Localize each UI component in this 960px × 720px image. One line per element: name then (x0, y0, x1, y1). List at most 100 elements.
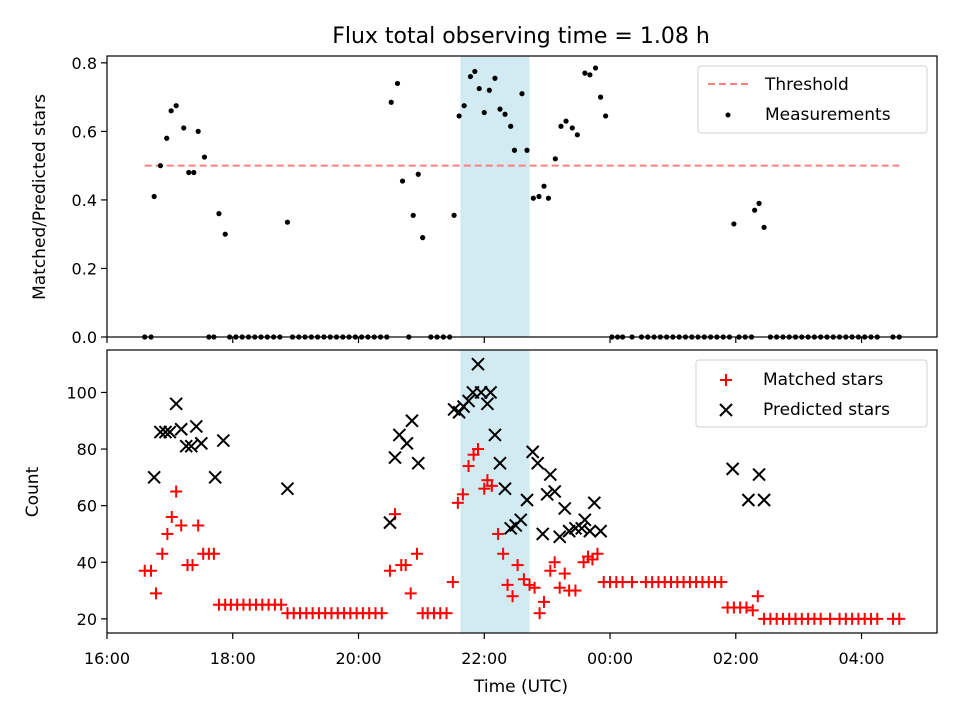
measurement-point-66 (519, 91, 525, 97)
bottom-panel: 20 40 60 80 100 16:00 18:00 20:00 22:00 00:00 02:… (23, 349, 938, 697)
measurement-point-57 (472, 68, 478, 75)
legend-threshold-label: Threshold (764, 75, 849, 95)
predicted-point-18 (411, 456, 425, 470)
legend-matched-swatch (720, 374, 732, 386)
top-ytick-label-3: 0.6 (72, 122, 97, 141)
matched-point-68 (528, 581, 541, 594)
matched-point-79 (586, 553, 599, 566)
matched-point-3 (156, 547, 169, 560)
matched-point-80 (591, 547, 604, 560)
matched-point-70 (538, 595, 551, 608)
matched-point-9 (186, 559, 199, 572)
predicted-point-41 (553, 530, 567, 544)
x-axis-label: Time (UTC) (473, 677, 568, 697)
predicted-point-3 (163, 425, 177, 439)
predicted-point-22 (461, 394, 476, 408)
predicted-point-46 (578, 513, 592, 527)
xtick-label-2: 20:00 (335, 649, 381, 668)
matched-point-60 (485, 479, 498, 492)
predicted-point-5 (174, 422, 188, 436)
predicted-point-13 (383, 515, 397, 530)
measurement-point-4 (164, 135, 170, 141)
measurement-point-3 (157, 163, 164, 169)
predicted-point-27 (483, 385, 498, 400)
bottom-ytick-label-0: 20 (77, 610, 97, 629)
measurement-point-65 (511, 147, 518, 153)
matched-point-46 (410, 547, 423, 560)
measurement-point-76 (574, 132, 580, 138)
measurement-point-106 (756, 200, 762, 206)
predicted-point-53 (757, 493, 771, 507)
predicted-point-33 (514, 513, 528, 527)
measurement-point-74 (563, 118, 569, 124)
measurement-point-43 (394, 80, 401, 87)
measurement-point-55 (461, 103, 467, 109)
legend-predicted-label: Predicted stars (763, 400, 890, 420)
predicted-point-38 (540, 487, 554, 502)
matched-point-1 (145, 564, 158, 577)
xtick-label-0: 16:00 (84, 649, 130, 668)
matched-point-10 (192, 519, 205, 532)
measurement-point-54 (456, 113, 462, 119)
predicted-point-45 (575, 521, 589, 535)
measurement-point-10 (195, 128, 201, 134)
top-panel: 0.00.20.40.60.8 Matched/Predicted stars … (30, 54, 938, 347)
chart-title: Flux total observing time = 1.08 h (332, 24, 710, 49)
measurement-point-2 (151, 193, 157, 200)
top-ytick-label-2: 0.4 (72, 191, 97, 210)
measurement-point-46 (410, 212, 416, 218)
bottom-highlight-span (460, 350, 530, 633)
predicted-point-47 (583, 524, 597, 538)
measurement-point-44 (399, 178, 406, 184)
measurement-point-78 (587, 72, 593, 78)
measurement-point-5 (168, 108, 174, 114)
predicted-point-4 (169, 397, 183, 411)
matched-point-66 (517, 573, 530, 586)
top-y-axis-label: Matched/Predicted stars (30, 94, 50, 300)
matched-point-2 (150, 587, 163, 600)
measurement-point-53 (451, 212, 457, 218)
matched-point-7 (175, 519, 188, 532)
predicted-point-49 (593, 524, 608, 538)
xtick-label-5: 02:00 (713, 649, 759, 668)
top-highlight-span (460, 56, 530, 337)
bottom-legend: Matched stars Predicted stars (695, 359, 928, 428)
matched-point-40 (375, 607, 388, 620)
predicted-point-1 (153, 425, 168, 439)
predicted-point-2 (158, 425, 173, 439)
matched-point-104 (751, 590, 764, 603)
matched-point-57 (471, 443, 484, 456)
predicted-point-11 (216, 433, 231, 448)
bottom-ytick-label-4: 100 (66, 383, 97, 402)
matched-point-67 (523, 578, 536, 591)
measurement-point-72 (552, 156, 558, 162)
predicted-point-36 (531, 456, 545, 470)
bottom-marks (138, 357, 906, 625)
measurement-point-14 (216, 211, 222, 217)
xtick-label-6: 04:00 (838, 649, 884, 668)
measurement-point-101 (731, 221, 737, 227)
matched-point-73 (553, 581, 566, 594)
bottom-y-axis: 20 40 60 80 100 (66, 383, 107, 629)
measurement-point-67 (524, 147, 530, 153)
bottom-legend-box (695, 359, 928, 428)
top-ytick-label-1: 0.2 (72, 259, 97, 278)
measurement-point-70 (541, 183, 547, 189)
measurement-point-48 (420, 235, 426, 241)
predicted-point-6 (179, 439, 193, 453)
predicted-point-51 (741, 493, 756, 507)
predicted-point-16 (400, 436, 414, 451)
measurement-point-25 (284, 219, 291, 225)
measurement-point-60 (486, 87, 492, 93)
top-legend-box (697, 65, 928, 134)
predicted-point-25 (474, 385, 488, 400)
matched-point-63 (501, 578, 514, 591)
predicted-point-40 (547, 484, 562, 499)
matched-point-4 (161, 527, 174, 540)
matched-point-72 (548, 556, 561, 569)
predicted-point-0 (147, 470, 161, 485)
matched-point-54 (456, 488, 469, 501)
measurement-point-8 (186, 169, 192, 176)
matched-point-5 (165, 510, 178, 523)
